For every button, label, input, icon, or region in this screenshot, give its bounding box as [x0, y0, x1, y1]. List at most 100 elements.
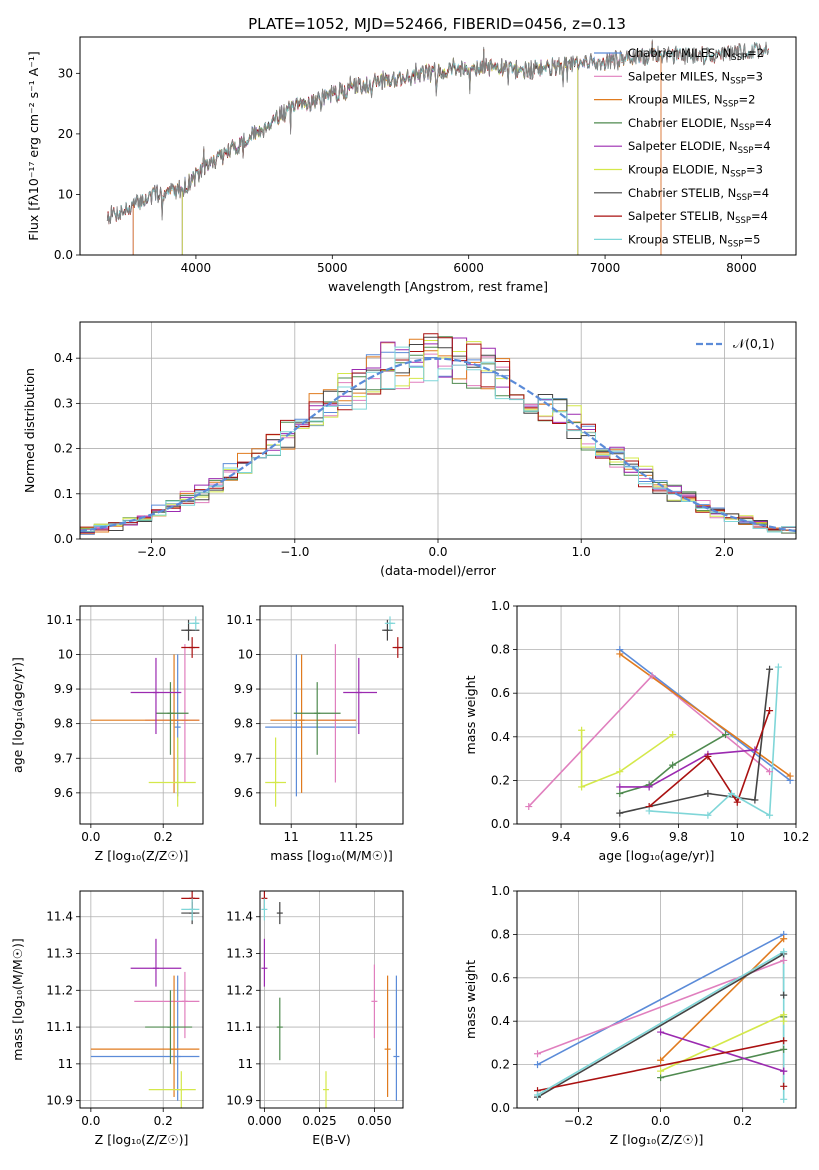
y-tick-label: 0.8	[491, 927, 510, 941]
data-spectrum-line	[106, 39, 769, 224]
axes: 9.4 9.6 9.8 10 10.2 0.0 0.2 0.4 0.6 0.8 1.0 age [lo…	[463, 599, 809, 863]
x-tick-label: 9.4	[552, 830, 571, 844]
y-tick-label: 0.2	[491, 1058, 510, 1072]
x-tick-label: 10.2	[783, 830, 810, 844]
plus-marker	[616, 783, 624, 791]
legend-entry: Salpeter ELODIE, NSSP=4	[628, 139, 771, 156]
plus-marker	[534, 1061, 542, 1069]
legend-nssp: =4	[752, 186, 769, 200]
x-tick-label: 11	[284, 830, 299, 844]
plus-marker	[616, 809, 624, 817]
plus-marker	[616, 768, 624, 776]
plus-marker	[766, 665, 774, 673]
legend-entry: Kroupa ELODIE, NSSP=3	[628, 163, 763, 180]
plus-marker	[780, 948, 788, 956]
axes: 0.000 0.025 0.050 10.9 11 11.1 11.2 11.3 11.4 E(B…	[226, 890, 404, 1147]
x-tick-label: 0.0	[81, 830, 100, 844]
mass-vs-ebv-chart: 0.000 0.025 0.050 10.9 11 11.1 11.2 11.3 11.4 E(B…	[226, 890, 404, 1147]
y-tick-label: 10.1	[226, 613, 253, 627]
residuals-chart: −2.0 −1.0 0.0 1.0 2.0 0.0 0.1 0.2 0.3 0.4 (data-mo…	[22, 321, 797, 578]
legend-entry: Salpeter MILES, NSSP=3	[628, 69, 763, 86]
x-tick-label: 7000	[590, 261, 621, 275]
x-tick-label: 6000	[453, 261, 484, 275]
plus-marker	[733, 798, 741, 806]
x-tick-label: 0.2	[733, 1114, 752, 1128]
y-tick-label: 0.0	[491, 1101, 510, 1115]
axes: 11 11.25 9.6 9.7 9.8 9.9 10 10.1 mass [log₁₀(M/M…	[226, 605, 404, 863]
plus-marker	[766, 768, 774, 776]
y-tick-label: 9.6	[54, 786, 73, 800]
plus-marker	[766, 707, 774, 715]
axes-frame	[259, 605, 404, 825]
mass-weight-line	[619, 669, 771, 814]
plus-marker	[774, 663, 782, 671]
plus-marker	[657, 1056, 665, 1064]
y-tick-label: 0.4	[54, 351, 73, 365]
axes-frame	[79, 890, 204, 1109]
axes: 4000 5000 6000 7000 8000 0.0 10 20 30 wavelength …	[26, 36, 797, 294]
mass-weight-vs-metallicity-chart: −0.2 0.0 0.2 0.0 0.2 0.4 0.6 0.8 1.0 Z [log₁₀(Z/Z…	[463, 884, 797, 1147]
x-tick-label: 10	[730, 830, 745, 844]
plus-marker	[780, 991, 788, 999]
x-tick-label: 0.0	[651, 1114, 670, 1128]
residual-histogram	[80, 346, 796, 533]
x-tick-label: 4000	[181, 261, 212, 275]
x-tick-label: 2.0	[715, 545, 734, 559]
x-tick-label: 0.0	[428, 545, 447, 559]
legend-entry: Kroupa STELIB, NSSP=5	[628, 232, 760, 249]
legend-nssp: =4	[754, 139, 771, 153]
x-tick-label: −0.2	[564, 1114, 593, 1128]
y-tick-label: 10	[58, 187, 73, 201]
plus-marker	[616, 650, 624, 658]
x-axis-label: Z [log₁₀(Z/Z☉)]	[610, 1132, 704, 1147]
y-tick-label: 9.7	[54, 751, 73, 765]
plus-marker	[780, 1067, 788, 1075]
axes-frame	[516, 890, 797, 1109]
mass-weight-line	[619, 653, 791, 777]
y-tick-label: 20	[58, 127, 73, 141]
legend-entry: Salpeter STELIB, NSSP=4	[628, 209, 768, 226]
y-tick-label: 0.2	[54, 442, 73, 456]
figure-title: PLATE=1052, MJD=52466, FIBERID=0456, z=0…	[248, 15, 626, 33]
plot-area	[265, 616, 403, 807]
legend-entry: 𝒩(0,1)	[733, 336, 775, 351]
plus-marker	[616, 789, 624, 797]
plus-marker	[727, 789, 735, 797]
legend-nssp: =4	[751, 209, 768, 223]
plus-marker	[534, 1091, 542, 1099]
mass-weight-line	[580, 730, 674, 789]
plus-marker	[780, 1045, 788, 1053]
y-tick-label: 9.8	[54, 717, 73, 731]
x-tick-label: −2.0	[137, 545, 166, 559]
x-axis-label: wavelength [Angstrom, rest frame]	[328, 279, 548, 294]
mass-weight-line	[660, 1031, 784, 1072]
x-axis-label: E(B-V)	[312, 1132, 351, 1147]
y-tick-label: 9.7	[234, 751, 253, 765]
y-tick-label: 0.0	[54, 248, 73, 262]
x-tick-label: 0.025	[302, 1114, 336, 1128]
x-axis-label: (data-model)/error	[380, 563, 497, 578]
plot-area	[80, 333, 796, 535]
axes-frame	[516, 605, 797, 825]
plus-marker	[786, 772, 794, 780]
y-tick-label: 10.1	[46, 613, 73, 627]
mass-weight-line	[619, 749, 755, 788]
y-tick-label: 11	[58, 1057, 73, 1071]
legend-nssp: =3	[746, 163, 763, 177]
legend-entry: Kroupa MILES, NSSP=2	[628, 93, 755, 110]
y-tick-label: 0.0	[491, 817, 510, 831]
y-tick-label: 11.1	[226, 1020, 253, 1034]
axes: −0.2 0.0 0.2 0.0 0.2 0.4 0.6 0.8 1.0 Z [log₁₀(Z/Z…	[463, 884, 797, 1147]
plus-marker	[780, 935, 788, 943]
x-tick-label: 11.25	[339, 830, 373, 844]
y-axis-label: Flux [fλ10⁻¹⁷ erg cm⁻² s⁻¹ A⁻¹]	[26, 51, 41, 240]
plus-marker	[534, 1050, 542, 1058]
spectrum-chart: 4000 5000 6000 7000 8000 0.0 10 20 30 wavelength …	[26, 36, 797, 294]
y-tick-label: 1.0	[491, 884, 510, 898]
y-tick-label: 9.9	[234, 682, 253, 696]
plot-area	[106, 39, 769, 255]
legend-nssp: =5	[743, 232, 760, 246]
y-tick-label: 10	[58, 647, 73, 661]
plus-marker	[645, 783, 653, 791]
normal-curve	[80, 357, 796, 533]
